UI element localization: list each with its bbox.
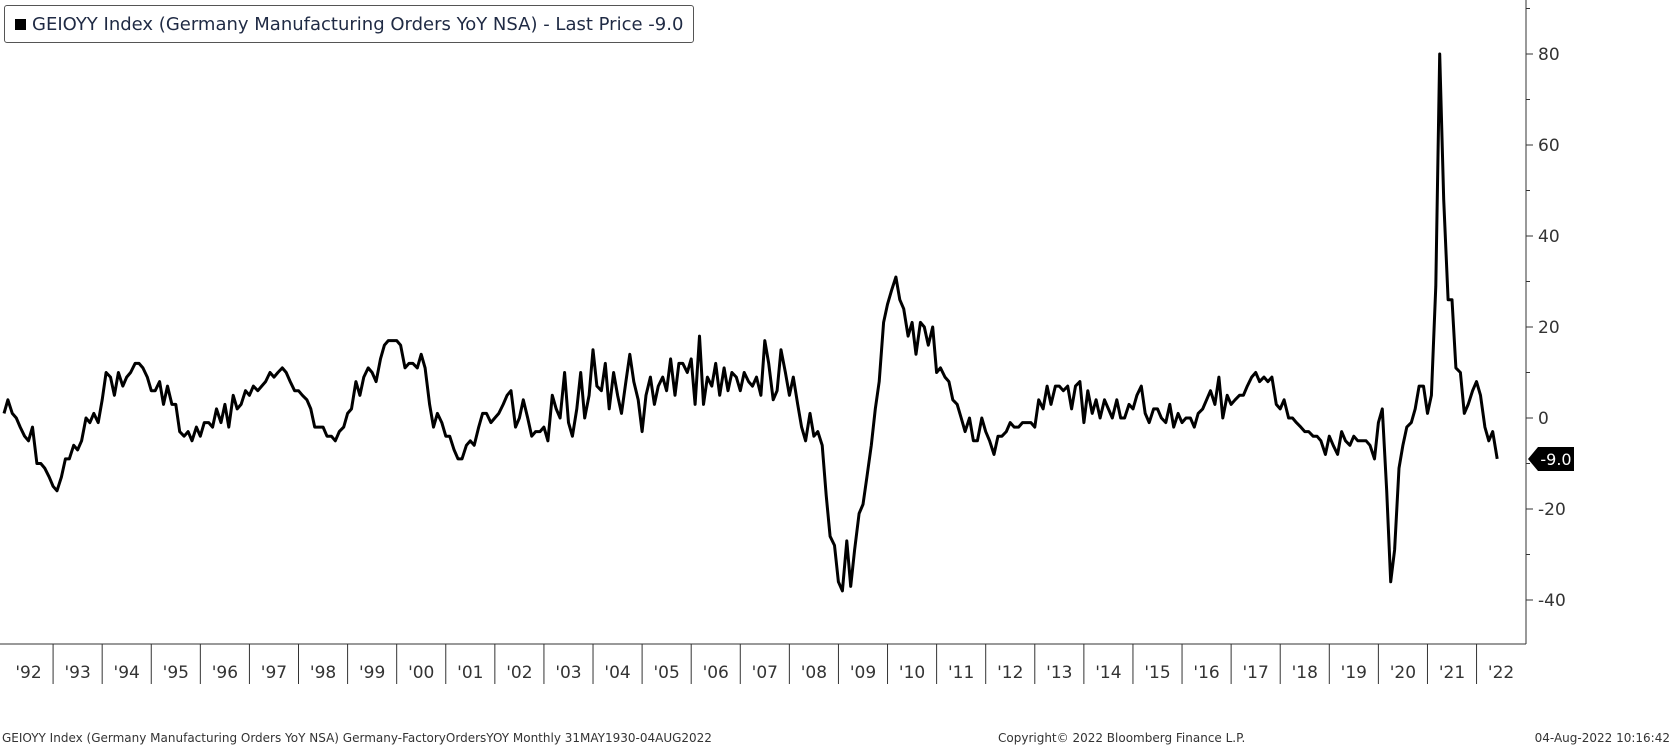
legend-label: GEIOYY Index (Germany Manufacturing Orde… [32,13,684,35]
x-tick-label: '06 [703,663,729,683]
y-tick-label: 20 [1538,318,1560,338]
x-tick-label: '98 [310,663,336,683]
legend: GEIOYY Index (Germany Manufacturing Orde… [4,5,695,43]
x-tick-label: '92 [15,663,41,683]
x-tick-label: '10 [899,663,925,683]
y-tick-label: -40 [1538,591,1566,611]
x-tick-label: '07 [752,663,778,683]
x-tick-label: '19 [1341,663,1367,683]
x-tick-label: '04 [604,663,630,683]
y-tick-label: -20 [1538,500,1566,520]
x-tick-label: '96 [212,663,238,683]
x-tick-label: '94 [114,663,140,683]
y-tick-label: 40 [1538,227,1560,247]
y-axis-ticks: 80 60 40 20 0 -20 -40 [1526,8,1566,611]
last-price-label: -9.0 [1540,450,1571,469]
x-tick-label: '20 [1390,663,1416,683]
x-tick-label: '02 [506,663,532,683]
footer-description: GEIOYY Index (Germany Manufacturing Orde… [2,731,712,745]
x-tick-label: '17 [1243,663,1269,683]
y-tick-label: 0 [1538,409,1549,429]
x-tick-label: '21 [1439,663,1465,683]
series-line [2,52,1499,593]
x-tick-label: '93 [64,663,90,683]
x-tick-label: '18 [1292,663,1318,683]
x-tick-label: '16 [1193,663,1219,683]
y-tick-label: 80 [1538,45,1560,65]
series-group [2,52,1499,593]
x-tick-label: '13 [1046,663,1072,683]
x-tick-label: '95 [163,663,189,683]
x-tick-label: '14 [1095,663,1121,683]
last-price-badge [1528,446,1574,471]
chart-axes [0,0,1527,645]
x-axis-ticks: '92 '93 '94 '95 '96 '97 '98 '99 '00 '01 '02 '03 '04 '… [15,644,1514,684]
x-tick-label: '12 [997,663,1023,683]
x-tick-label: '01 [457,663,483,683]
x-tick-label: '05 [653,663,679,683]
x-tick-label: '99 [359,663,385,683]
last-price-marker: -9.0 [1528,446,1574,471]
x-tick-label: '03 [555,663,581,683]
x-tick-label: '11 [948,663,974,683]
footer-copyright: Copyright© 2022 Bloomberg Finance L.P. [998,731,1246,745]
x-tick-label: '15 [1144,663,1170,683]
x-tick-label: '22 [1488,663,1514,683]
x-tick-label: '00 [408,663,434,683]
footer-timestamp: 04-Aug-2022 10:16:42 [1534,731,1670,745]
y-tick-label: 60 [1538,136,1560,156]
x-tick-label: '97 [261,663,287,683]
x-tick-label: '09 [850,663,876,683]
legend-swatch [15,18,26,30]
x-tick-label: '08 [801,663,827,683]
